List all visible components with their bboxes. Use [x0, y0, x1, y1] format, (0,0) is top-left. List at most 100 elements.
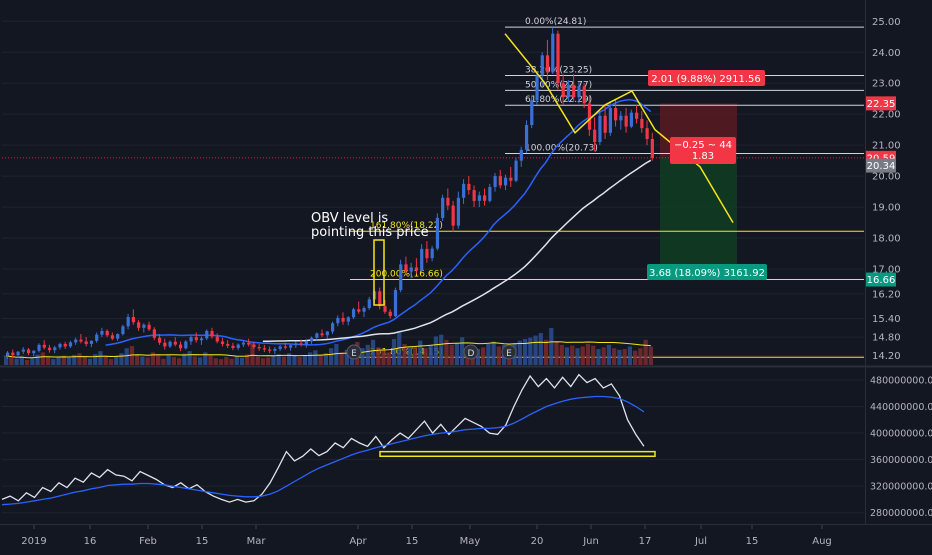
- candle-body[interactable]: [199, 338, 204, 341]
- candle-body[interactable]: [378, 291, 382, 307]
- candle-body[interactable]: [399, 264, 403, 291]
- event-marker[interactable]: [463, 344, 479, 360]
- candle-body[interactable]: [262, 348, 267, 350]
- candle-body[interactable]: [11, 352, 15, 356]
- candle-body[interactable]: [336, 317, 340, 324]
- candle-body[interactable]: [367, 299, 371, 309]
- candle-body[interactable]: [608, 107, 613, 133]
- candle-body[interactable]: [205, 330, 209, 339]
- candle-body[interactable]: [524, 125, 529, 150]
- candle-body[interactable]: [131, 317, 136, 323]
- event-marker[interactable]: [346, 344, 362, 360]
- candle-body[interactable]: [530, 100, 534, 126]
- candle-body[interactable]: [42, 344, 46, 348]
- price-tag[interactable]: [866, 96, 896, 111]
- candle-body[interactable]: [572, 84, 576, 98]
- candle-body[interactable]: [325, 331, 329, 336]
- candle-body[interactable]: [556, 33, 560, 84]
- candle-body[interactable]: [110, 335, 115, 339]
- candle-body[interactable]: [393, 290, 398, 317]
- candle-body[interactable]: [158, 337, 162, 343]
- candle-body[interactable]: [215, 336, 219, 342]
- candle-body[interactable]: [189, 337, 193, 342]
- candle-body[interactable]: [273, 348, 277, 351]
- candle-body[interactable]: [451, 205, 455, 226]
- candle-body[interactable]: [420, 248, 424, 271]
- candle-body[interactable]: [37, 344, 41, 351]
- candle-body[interactable]: [315, 333, 319, 338]
- obv-line[interactable]: [1, 373, 645, 503]
- candle-body[interactable]: [6, 352, 10, 356]
- candle-body[interactable]: [247, 342, 251, 345]
- candle-body[interactable]: [299, 343, 303, 345]
- candle-body[interactable]: [535, 75, 539, 101]
- candle-body[interactable]: [16, 351, 20, 356]
- candle-body[interactable]: [545, 55, 550, 73]
- candle-body[interactable]: [514, 160, 518, 181]
- candle-body[interactable]: [346, 317, 350, 322]
- candle-body[interactable]: [89, 340, 94, 344]
- candle-body[interactable]: [294, 343, 298, 346]
- candle-body[interactable]: [645, 128, 649, 139]
- candle-body[interactable]: [210, 330, 214, 337]
- obv-ma-line[interactable]: [1, 395, 645, 506]
- candle-body[interactable]: [137, 322, 141, 328]
- candle-body[interactable]: [226, 343, 230, 346]
- obv-support-box[interactable]: [379, 450, 656, 458]
- candle-body[interactable]: [409, 267, 413, 272]
- price-tag[interactable]: [866, 272, 896, 287]
- candle-body[interactable]: [68, 342, 73, 347]
- candle-body[interactable]: [283, 346, 288, 348]
- candle-body[interactable]: [147, 324, 151, 330]
- candle-body[interactable]: [105, 330, 109, 336]
- candle-body[interactable]: [456, 197, 461, 226]
- candle-body[interactable]: [640, 118, 644, 129]
- event-marker[interactable]: [501, 344, 517, 360]
- candle-body[interactable]: [168, 341, 172, 347]
- candle-body[interactable]: [593, 129, 597, 143]
- candle-body[interactable]: [472, 190, 476, 201]
- candle-body[interactable]: [430, 248, 434, 259]
- candle-body[interactable]: [587, 103, 592, 130]
- target-info-badge[interactable]: [647, 264, 767, 280]
- candle-body[interactable]: [53, 347, 57, 351]
- candle-body[interactable]: [178, 344, 183, 349]
- candle-body[interactable]: [310, 337, 314, 342]
- candle-body[interactable]: [26, 349, 31, 354]
- candle-body[interactable]: [362, 308, 366, 312]
- candle-body[interactable]: [126, 317, 130, 327]
- candle-body[interactable]: [619, 115, 623, 121]
- candle-body[interactable]: [173, 341, 177, 345]
- candle-body[interactable]: [488, 186, 492, 201]
- candle-body[interactable]: [121, 326, 125, 335]
- candle-body[interactable]: [184, 341, 188, 349]
- candle-body[interactable]: [63, 343, 67, 347]
- candle-body[interactable]: [503, 177, 508, 186]
- candle-body[interactable]: [289, 345, 293, 348]
- candle-body[interactable]: [236, 344, 240, 348]
- candle-body[interactable]: [650, 138, 654, 158]
- candle-body[interactable]: [231, 345, 235, 348]
- candle-body[interactable]: [100, 330, 104, 335]
- candle-body[interactable]: [561, 83, 565, 98]
- candle-body[interactable]: [278, 346, 282, 349]
- candle-body[interactable]: [629, 112, 633, 127]
- candle-body[interactable]: [74, 339, 78, 343]
- take-profit-zone[interactable]: [660, 157, 737, 280]
- candle-body[interactable]: [566, 84, 571, 98]
- candle-body[interactable]: [58, 343, 62, 348]
- annotation-box[interactable]: [373, 239, 385, 306]
- candle-body[interactable]: [84, 341, 88, 344]
- candle-body[interactable]: [467, 183, 471, 191]
- candle-body[interactable]: [331, 323, 335, 332]
- candle-body[interactable]: [47, 347, 52, 351]
- candle-body[interactable]: [614, 107, 618, 121]
- candle-body[interactable]: [498, 176, 502, 186]
- ma-long-line[interactable]: [262, 159, 652, 343]
- candle-body[interactable]: [79, 339, 83, 342]
- candle-body[interactable]: [509, 177, 513, 181]
- candle-body[interactable]: [483, 195, 487, 201]
- candle-body[interactable]: [341, 317, 345, 322]
